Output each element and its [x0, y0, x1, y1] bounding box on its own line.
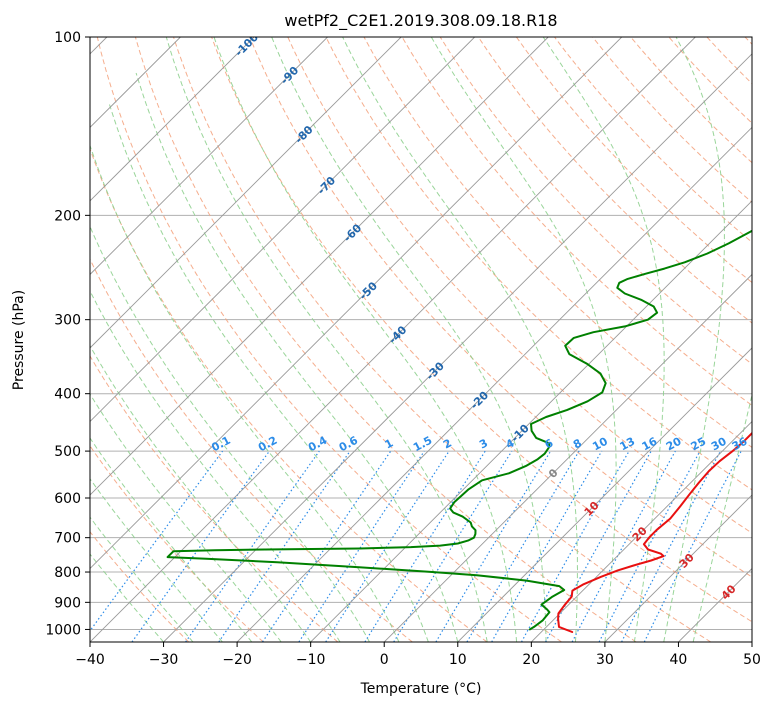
isotherm-line	[90, 37, 549, 496]
moist-adiabat-line	[90, 225, 370, 642]
dry-adiabat-line	[90, 355, 339, 642]
moist-adiabat-line	[90, 344, 312, 642]
y-tick-label: 800	[54, 565, 81, 581]
plot-background	[90, 37, 752, 642]
x-tick-label: 30	[596, 652, 614, 668]
x-tick-label: −30	[149, 652, 179, 668]
y-tick-label: 500	[54, 444, 81, 460]
plot-frame	[89, 36, 753, 643]
y-tick-label: 400	[54, 387, 81, 403]
y-tick-label: 200	[54, 208, 81, 224]
dry-adiabat-line	[96, 37, 562, 642]
isotherm-line	[310, 200, 752, 642]
isotherm-line	[751, 641, 752, 642]
mixing-ratio-line	[298, 450, 425, 642]
temperature-profile-line	[557, 431, 752, 633]
dewpoint-profile-line	[166, 229, 752, 631]
dry-adiabat-line	[90, 147, 488, 642]
y-tick-label: 600	[54, 491, 81, 507]
mixing-ratio-line	[131, 450, 270, 642]
mixing-ratio-label: 36	[730, 435, 750, 454]
dry-adiabat-line	[363, 37, 752, 448]
mixing-ratio-line	[643, 450, 742, 642]
dry-adiabat-line	[249, 37, 752, 578]
mixing-ratio-line	[393, 450, 513, 642]
isotherm-line	[531, 420, 752, 642]
moist-adiabat-line	[135, 72, 459, 642]
moist-adiabat-line	[692, 392, 752, 642]
x-tick-label: 10	[449, 652, 467, 668]
y-tick-label: 300	[54, 313, 81, 329]
dry-adiabat-line	[439, 37, 752, 365]
x-tick-label: 0	[380, 652, 389, 668]
dry-adiabat-line	[90, 530, 190, 642]
y-axis-label: Pressure (hPa)	[11, 290, 27, 390]
mixing-ratio-label: 25	[689, 435, 709, 454]
mixing-ratio-line	[364, 450, 486, 642]
isotherm-line	[90, 37, 623, 570]
dry-adiabat-line	[90, 445, 264, 642]
moist-adiabat-line	[90, 143, 400, 642]
mixing-ratio-line	[90, 450, 224, 632]
x-tick-label: 40	[670, 652, 688, 668]
isotherm-line	[90, 37, 255, 202]
mixing-ratio-line	[520, 450, 630, 642]
moist-adiabat-line	[542, 37, 665, 642]
isotherm-line	[163, 53, 752, 642]
moist-adiabat-line	[663, 37, 725, 642]
mixing-ratio-line	[325, 450, 450, 642]
moist-adiabat-line	[430, 37, 617, 642]
chart-title: wetPf2_C2E1.2019.308.09.18.R18	[284, 11, 557, 31]
x-tick-label: 20	[522, 652, 540, 668]
mixing-ratio-label: 10	[590, 435, 610, 454]
x-tick-label: −10	[296, 652, 326, 668]
mixing-ratio-line	[545, 450, 652, 642]
x-axis-label: Temperature (°C)	[360, 681, 482, 697]
x-tick-label: 50	[743, 652, 761, 668]
dry-adiabat-line	[211, 37, 752, 623]
isotherm-line	[90, 37, 402, 349]
mixing-ratio-label: 30	[709, 435, 729, 454]
isotherm-line	[90, 37, 696, 642]
moist-adiabat-line	[165, 37, 488, 642]
moist-adiabat-line	[213, 37, 518, 642]
dry-adiabat-line	[515, 37, 752, 284]
isotherm-line	[383, 273, 752, 642]
mixing-ratio-line	[261, 450, 392, 642]
moist-adiabat-line	[342, 37, 578, 642]
dry-adiabat-line	[173, 37, 712, 642]
isotherm-line	[90, 37, 328, 276]
isotherm-line	[236, 126, 752, 642]
moist-adiabat-line	[109, 104, 429, 642]
moist-adiabat-line	[90, 289, 341, 642]
y-tick-label: 700	[54, 531, 81, 547]
y-tick-label: 1000	[45, 622, 81, 638]
dry-adiabat-line	[325, 37, 752, 491]
dry-adiabat-line	[134, 37, 637, 642]
mixing-ratio-label: 13	[618, 435, 638, 454]
isotherm-line	[90, 37, 475, 423]
x-tick-label: −40	[75, 652, 105, 668]
mixing-ratio-line	[571, 450, 676, 642]
mixing-ratio-label: 20	[664, 435, 684, 454]
mixing-ratio-line	[218, 450, 351, 642]
x-tick-label: −20	[222, 652, 252, 668]
mixing-ratio-line	[185, 450, 320, 642]
dry-adiabat-line	[287, 37, 752, 534]
moist-adiabat-line	[90, 437, 253, 642]
y-tick-label: 100	[54, 30, 81, 46]
isotherm-line	[604, 494, 752, 642]
y-tick-label: 900	[54, 595, 81, 611]
isotherm-line	[457, 347, 752, 642]
mixing-ratio-label: 16	[640, 435, 660, 454]
